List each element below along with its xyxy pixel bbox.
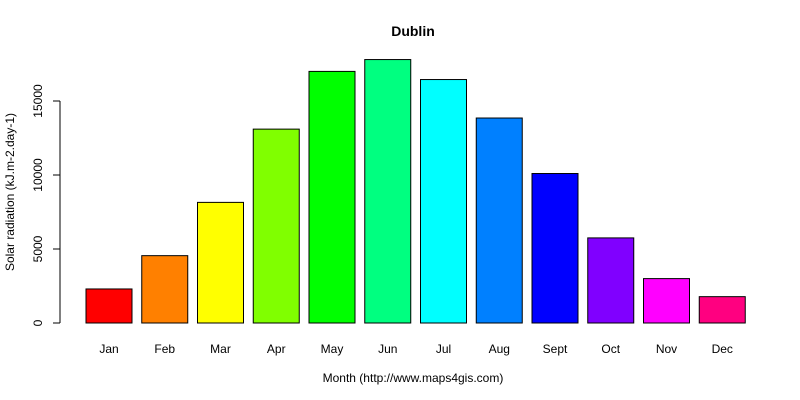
bar-sept — [531, 173, 579, 324]
x-tick-label: Dec — [712, 342, 733, 356]
x-tick-label: Mar — [210, 342, 231, 356]
y-tick-label: 15000 — [31, 84, 45, 118]
chart-title: Dublin — [391, 23, 435, 39]
x-tick-label: Oct — [601, 342, 620, 356]
bar-nov — [643, 278, 690, 324]
y-tick-label: 5000 — [31, 235, 45, 262]
x-axis-tick-labels: Jan Feb Mar Apr May Jun Jul Aug Sept Oct Nov Dec — [99, 342, 733, 356]
bar-dec — [698, 296, 746, 324]
y-axis-label: Solar radiation (kJ.m-2.day-1) — [3, 113, 17, 271]
x-tick-label: Jan — [99, 342, 118, 356]
y-tick-label: 0 — [31, 319, 45, 326]
bar-mar — [197, 201, 244, 324]
bar-oct — [587, 237, 635, 324]
bar-aug — [475, 117, 523, 324]
x-tick-label: May — [321, 342, 344, 356]
y-axis: 0 5000 10000 15000 — [31, 84, 61, 326]
x-tick-label: Sept — [543, 342, 568, 356]
y-tick-label: 10000 — [31, 158, 45, 192]
bar-jun — [364, 59, 412, 324]
x-axis-label: Month (http://www.maps4gis.com) — [323, 371, 504, 385]
bar-jul — [420, 79, 467, 324]
bar-feb — [141, 255, 189, 324]
x-tick-label: Nov — [656, 342, 677, 356]
x-tick-label: Feb — [154, 342, 175, 356]
x-tick-label: Apr — [267, 342, 286, 356]
bar-may — [308, 70, 356, 324]
bars-group — [85, 59, 746, 324]
bar-apr — [252, 128, 300, 324]
bar-jan — [85, 288, 133, 324]
x-tick-label: Jun — [378, 342, 397, 356]
x-tick-label: Jul — [436, 342, 451, 356]
x-tick-label: Aug — [489, 342, 510, 356]
